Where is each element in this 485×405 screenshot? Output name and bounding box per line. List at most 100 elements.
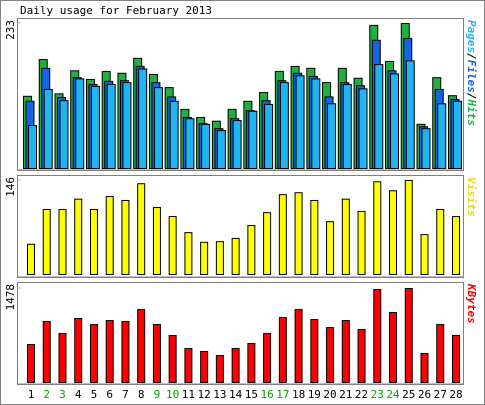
- legend-entry: Hits: [465, 99, 478, 127]
- y-tick-label: 1478: [4, 284, 17, 311]
- bar: [294, 192, 303, 275]
- x-tick-label: 9: [154, 388, 161, 401]
- bar: [278, 317, 287, 383]
- bar: [310, 199, 319, 276]
- bar: [341, 198, 350, 275]
- bar: [279, 82, 289, 169]
- bar: [138, 68, 148, 169]
- bar: [106, 83, 116, 169]
- bar: [58, 333, 67, 383]
- bar: [27, 344, 35, 384]
- bar: [294, 309, 303, 383]
- x-tick-label: 12: [198, 388, 211, 401]
- x-tick-label: 4: [75, 388, 82, 401]
- bar: [28, 125, 37, 170]
- x-tick-label: 10: [166, 388, 179, 401]
- x-tick-label: 26: [418, 388, 431, 401]
- bar: [405, 60, 415, 169]
- bar: [374, 64, 384, 169]
- bar: [326, 327, 335, 384]
- legend-entry: Pages: [465, 20, 478, 53]
- bar: [42, 208, 51, 275]
- bar: [75, 78, 85, 169]
- bar: [358, 88, 368, 169]
- bar: [215, 241, 224, 275]
- x-tick-label: 6: [106, 388, 113, 401]
- bar: [326, 221, 335, 275]
- bar: [105, 196, 114, 275]
- x-tick-label: 28: [449, 388, 462, 401]
- bar: [278, 194, 287, 275]
- x-tick-label: 17: [276, 388, 289, 401]
- bar: [436, 324, 445, 383]
- bar: [169, 100, 179, 169]
- x-tick-label: 27: [434, 388, 447, 401]
- bar: [373, 289, 382, 383]
- bar: [27, 243, 35, 276]
- bar: [247, 343, 256, 383]
- bar: [168, 335, 177, 383]
- x-tick-label: 21: [339, 388, 352, 401]
- bar: [42, 321, 51, 383]
- bar: [89, 324, 98, 383]
- bar: [216, 130, 226, 169]
- x-tick-label: 14: [229, 388, 243, 401]
- bar: [121, 199, 130, 276]
- chart-title: Daily usage for February 2013: [20, 4, 212, 17]
- y-tick-label: 233: [4, 20, 17, 40]
- bar: [122, 82, 132, 169]
- bar: [74, 318, 83, 384]
- bar: [231, 348, 240, 384]
- x-tick-label: 11: [182, 388, 195, 401]
- bar: [451, 216, 460, 275]
- bar: [152, 207, 161, 275]
- x-tick-label: 19: [308, 388, 321, 401]
- bar: [295, 75, 305, 169]
- bar: [153, 87, 163, 169]
- bar: [264, 103, 274, 169]
- bar: [357, 210, 366, 276]
- bar: [90, 85, 100, 169]
- x-tick-label: 18: [292, 388, 305, 401]
- bar: [137, 183, 146, 275]
- bar: [373, 181, 382, 275]
- x-tick-label: 8: [138, 388, 145, 401]
- bar: [200, 351, 209, 384]
- bar: [247, 225, 256, 276]
- x-tick-label: 13: [213, 388, 226, 401]
- bar: [89, 208, 98, 275]
- bar: [420, 234, 429, 276]
- bar: [311, 78, 321, 169]
- bar: [121, 321, 130, 383]
- bar: [184, 348, 193, 384]
- legend: Pages/Files/Hits: [465, 20, 478, 126]
- legend-entry: Files: [465, 60, 478, 93]
- bar: [341, 320, 350, 384]
- bar: [421, 128, 431, 170]
- x-tick-label: 1: [28, 388, 35, 401]
- bar: [420, 352, 429, 384]
- x-tick-label: 7: [122, 388, 129, 401]
- bar: [389, 312, 398, 383]
- bar: [437, 103, 447, 169]
- bar: [231, 237, 240, 275]
- bar: [152, 324, 161, 383]
- bar: [263, 333, 272, 383]
- x-tick-label: 5: [91, 388, 98, 401]
- bar: [215, 355, 224, 384]
- bar: [185, 118, 195, 169]
- bar: [232, 120, 242, 169]
- bar: [390, 73, 400, 169]
- bar: [74, 198, 83, 275]
- bar: [43, 88, 53, 169]
- legend-separator: /: [465, 93, 478, 100]
- bar: [451, 335, 460, 383]
- bar: [184, 232, 193, 275]
- bar: [201, 123, 211, 169]
- bar: [248, 110, 258, 169]
- legend-entry: KBytes: [465, 283, 478, 324]
- bar: [200, 241, 209, 275]
- y-tick-label: 146: [4, 177, 17, 197]
- legend-entry: Visits: [465, 177, 478, 217]
- x-tick-label: 23: [371, 388, 384, 401]
